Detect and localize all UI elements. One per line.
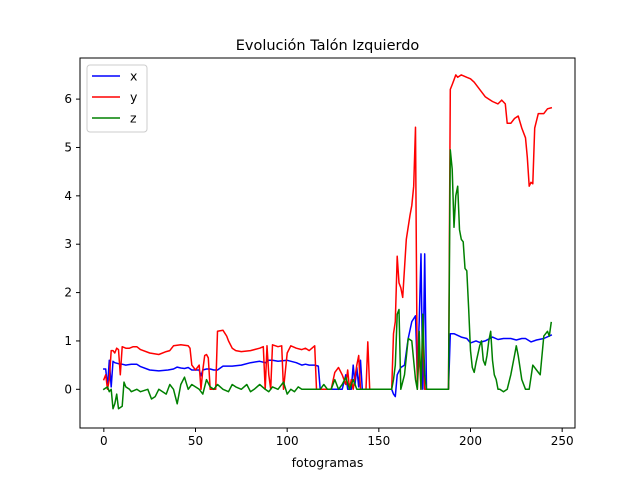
legend-label-x: x [130, 69, 137, 84]
series-line-x [103, 253, 553, 398]
legend-label-y: y [130, 90, 138, 105]
series-line-y [102, 74, 553, 391]
y-axis: 0 1 2 3 4 5 6 [64, 92, 80, 396]
x-tick-label: 50 [188, 434, 203, 448]
x-tick-label: 250 [551, 434, 574, 448]
plot-lines [102, 74, 553, 410]
plot-frame [79, 57, 576, 429]
y-tick-label: 6 [64, 92, 72, 106]
x-axis-label: fotogramas [292, 455, 364, 470]
legend-box [86, 64, 148, 133]
legend-label-z: z [130, 111, 137, 126]
y-tick-label: 0 [64, 382, 72, 396]
x-axis: 0 50 100 150 200 250 [100, 428, 574, 448]
legend: xyz [86, 64, 148, 133]
series-line-z [102, 149, 553, 410]
y-tick-label: 2 [64, 286, 72, 300]
chart-title: Evolución Talón Izquierdo [236, 38, 420, 54]
y-tick-label: 1 [64, 334, 72, 348]
x-tick-label: 200 [459, 434, 482, 448]
x-tick-label: 0 [100, 434, 108, 448]
x-tick-label: 150 [367, 434, 390, 448]
y-tick-label: 5 [64, 140, 72, 154]
x-tick-label: 100 [276, 434, 299, 448]
y-tick-label: 4 [64, 189, 72, 203]
y-tick-label: 3 [64, 237, 72, 251]
